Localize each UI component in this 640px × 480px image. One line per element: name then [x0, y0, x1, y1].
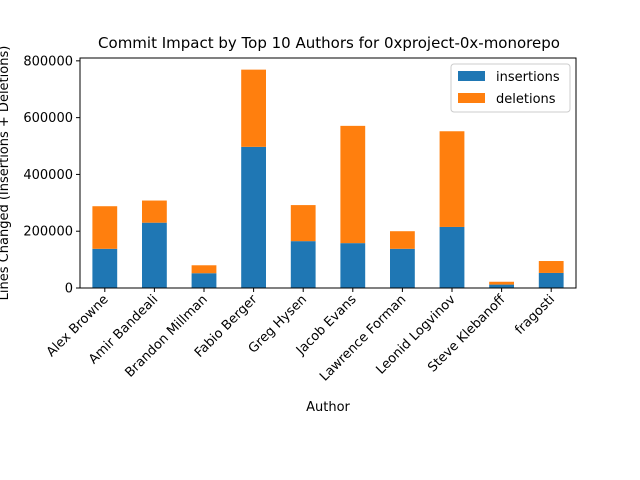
bar-insertions-0 — [92, 248, 118, 288]
bar-deletions-5 — [340, 125, 366, 244]
bar-insertions-3 — [241, 146, 266, 288]
x-axis-label: Author — [306, 400, 350, 415]
y-tick-label: 800000 — [23, 54, 73, 69]
bar-insertions-9 — [538, 272, 564, 288]
x-tick-label: Lawrence Forman — [317, 292, 409, 384]
bar-deletions-3 — [241, 69, 266, 147]
y-tick-label: 400000 — [23, 168, 73, 183]
legend-swatch-insertions — [458, 71, 485, 81]
y-tick-label: 600000 — [23, 111, 73, 126]
bar-insertions-2 — [191, 273, 217, 288]
y-axis-label: Lines Changed (Insertions + Deletions) — [0, 46, 12, 301]
bar-deletions-8 — [489, 281, 514, 285]
x-tick-label: Brandon Millman — [122, 292, 210, 380]
bar-deletions-2 — [191, 265, 217, 274]
legend-swatch-deletions — [458, 93, 485, 103]
y-tick-label: 200000 — [23, 225, 73, 240]
bar-insertions-7 — [439, 226, 465, 288]
legend-label-deletions: deletions — [496, 92, 556, 107]
legend-label-insertions: insertions — [496, 70, 560, 85]
bar-deletions-1 — [142, 200, 167, 223]
plot-frame — [79, 57, 577, 289]
x-tick-label: fragosti — [512, 292, 558, 338]
bars-group — [92, 69, 564, 288]
bar-deletions-4 — [290, 205, 316, 242]
bar-deletions-0 — [92, 206, 118, 249]
bar-insertions-4 — [290, 241, 316, 288]
chart-title: Commit Impact by Top 10 Authors for 0xpr… — [98, 34, 560, 52]
bar-insertions-8 — [489, 284, 514, 288]
plot-area — [79, 57, 577, 289]
bar-deletions-6 — [390, 231, 415, 249]
bar-insertions-1 — [142, 222, 167, 288]
legend: insertions deletions — [450, 63, 571, 113]
y-axis: 0 200000 400000 600000 800000 — [23, 54, 80, 297]
bar-insertions-5 — [340, 243, 366, 288]
bar-deletions-7 — [439, 131, 465, 227]
bar-insertions-6 — [390, 248, 415, 288]
y-tick-label: 0 — [65, 282, 73, 297]
bar-deletions-9 — [538, 261, 564, 273]
